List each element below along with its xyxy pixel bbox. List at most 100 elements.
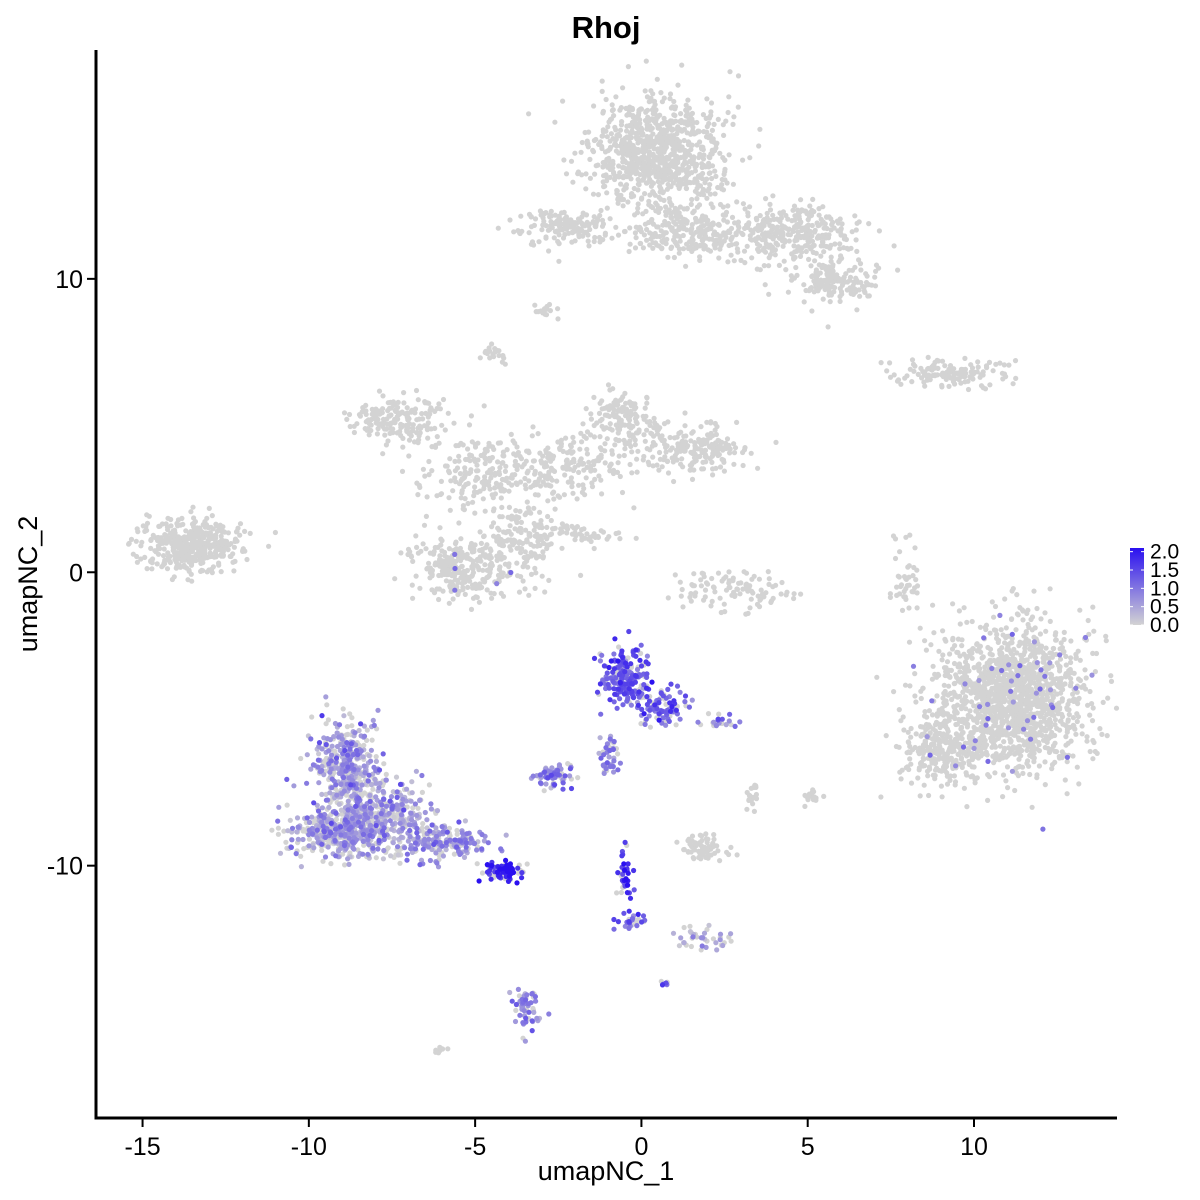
cell-point [1031,588,1037,594]
cell-point [650,131,656,137]
cell-point [499,504,505,510]
cell-point [914,590,920,596]
cell-point [450,488,456,494]
cell-point [168,516,174,523]
cell-point [682,423,688,429]
cell-point [703,454,710,460]
cell-point [675,160,681,166]
cell-point [798,197,804,203]
cell-point [849,267,856,273]
cell-point [672,104,679,110]
cell-point [545,498,551,504]
cell-point [200,568,206,574]
cell-point [531,505,537,511]
cell-point [210,564,216,570]
cell-point [699,175,705,182]
cell-point [583,475,589,481]
cell-point [702,587,709,593]
cell-point [555,439,561,445]
cell-point [713,141,719,147]
cell-point [1008,616,1015,623]
cell-point [964,804,970,810]
cell-point [654,157,660,163]
cell-point [596,410,603,416]
cell-point [725,109,731,116]
cell-point [1074,718,1080,725]
cell-point [686,179,693,185]
cell-point [433,442,439,448]
cell-point [552,506,558,512]
cell-point [687,594,693,600]
cell-point [633,155,640,161]
cell-point [992,603,999,610]
cell-point [866,221,872,227]
cell-point [453,539,459,545]
cell-point [1076,781,1082,787]
cell-point [543,534,549,540]
cell-point [606,155,612,161]
cell-point [144,566,150,572]
cell-point [563,218,569,224]
cell-point [957,621,963,627]
cell-point [524,558,530,564]
cell-point [635,187,641,193]
cell-point [1000,772,1007,778]
cell-point [544,524,550,531]
cell-point [672,112,678,119]
cell-point [698,424,704,430]
cell-point [1029,754,1035,760]
cell-point [700,144,706,150]
cell-point [420,416,426,422]
cell-point [909,357,916,363]
cell-point [247,530,253,537]
cell-point [770,212,776,218]
cell-point [634,469,640,475]
cell-point [154,537,161,544]
cell-point [188,509,194,515]
cell-point [807,203,813,209]
cell-point [546,542,552,548]
cell-point [207,530,213,536]
cell-point [434,405,440,412]
cell-point [697,183,704,189]
cell-point [604,134,610,140]
cell-point [772,247,779,253]
cell-point [726,569,732,575]
cell-point [665,470,672,476]
cell-point [810,196,816,202]
cell-point [664,458,671,465]
cell-point [532,302,538,308]
cell-point [829,268,835,274]
cell-point [406,437,413,443]
cell-point [588,416,595,422]
cell-point [641,159,647,166]
cell-point [708,226,714,232]
cell-point [839,221,845,227]
cell-point [442,427,448,433]
cell-point [673,155,679,161]
cell-point [242,528,248,535]
cell-point [526,230,532,236]
cell-point [907,366,913,372]
cell-point [837,241,843,247]
cell-point [596,473,602,479]
cell-point [447,456,453,462]
cell-point [716,221,722,227]
cell-point [620,85,626,91]
cell-point [506,504,512,510]
cell-point [767,242,773,248]
cell-point [1042,782,1048,788]
cell-point [723,574,729,580]
cell-point [917,793,923,799]
cell-point [615,195,621,201]
cell-point [711,121,717,127]
cell-point [687,244,693,251]
cell-point [551,235,557,241]
cell-point [677,204,684,210]
cell-point [890,533,897,539]
cell-point [701,230,707,236]
cell-point [216,562,222,568]
cell-point [604,205,610,211]
cell-point [524,499,530,505]
cell-point [569,219,575,225]
